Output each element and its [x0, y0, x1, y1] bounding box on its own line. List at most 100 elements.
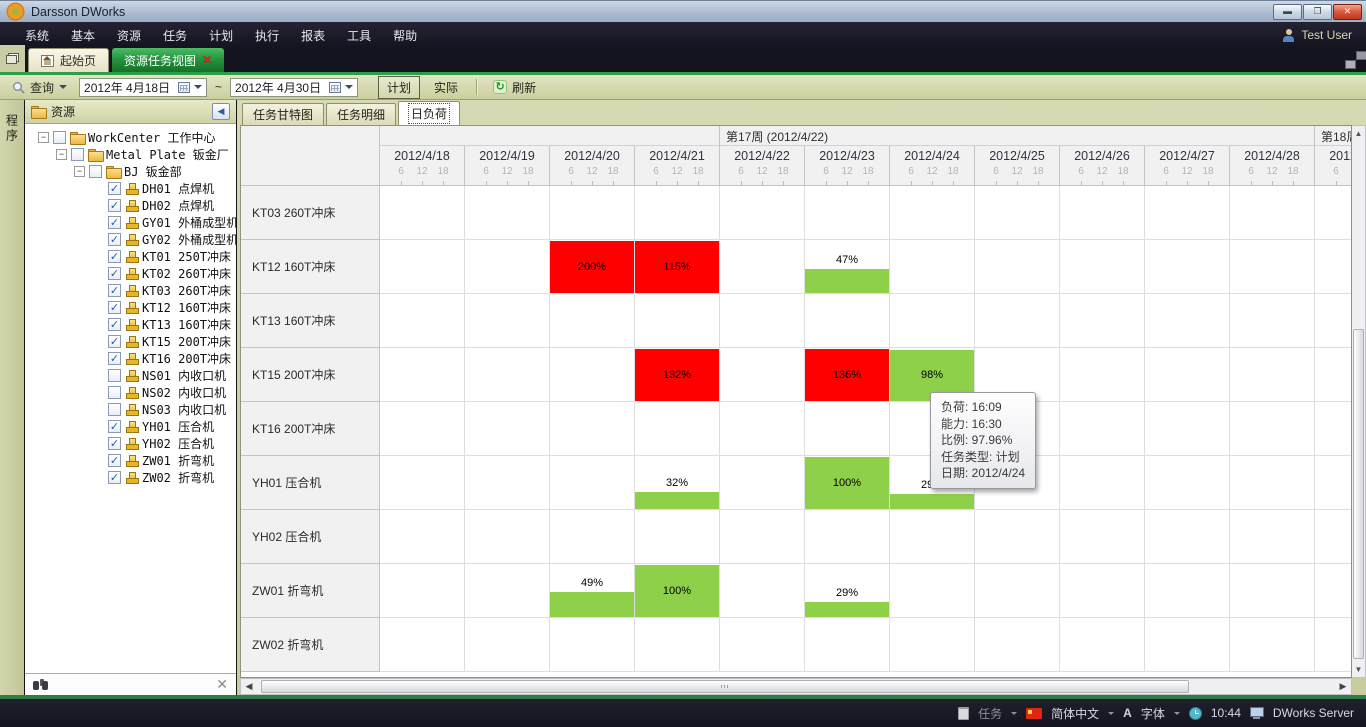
load-cell[interactable]: 47% — [805, 240, 889, 294]
machine-row[interactable]: ZW02 折弯机 — [241, 618, 1351, 672]
vertical-scrollbar[interactable]: ▲ ▼ — [1352, 125, 1366, 678]
tree-item[interactable]: ✓ DH01 点焊机 — [25, 180, 236, 197]
tree-checkbox[interactable]: ✓ — [108, 437, 121, 450]
status-language[interactable]: 简体中文 — [1051, 706, 1100, 721]
menu-item-工具[interactable]: 工具 — [347, 28, 372, 43]
tab-daily-load[interactable]: 日负荷 — [398, 101, 461, 125]
tree-item[interactable]: ✓ KT16 200T冲床 — [25, 350, 236, 367]
machine-row[interactable]: KT16 200T冲床 — [241, 402, 1351, 456]
status-task-label[interactable]: 任务 — [978, 706, 1003, 721]
tree-item[interactable]: ✓ KT01 250T冲床 — [25, 248, 236, 265]
tree-checkbox[interactable]: ✓ — [108, 216, 121, 229]
tree-checkbox[interactable]: ✓ — [108, 420, 121, 433]
tree-checkbox[interactable]: ✓ — [108, 318, 121, 331]
panel-collapse-button[interactable]: ◀ — [212, 103, 230, 120]
tree-item[interactable]: − WorkCenter 工作中心 — [25, 129, 236, 146]
menu-item-任务[interactable]: 任务 — [163, 28, 188, 43]
load-cell[interactable]: 132% — [635, 348, 719, 402]
tree-checkbox[interactable] — [108, 369, 121, 382]
panel-close-icon[interactable]: ✕ — [216, 676, 228, 692]
tree-checkbox[interactable]: ✓ — [108, 233, 121, 246]
tree-expand-toggle[interactable]: − — [74, 166, 85, 177]
menu-item-计划[interactable]: 计划 — [209, 28, 234, 43]
tree-checkbox[interactable]: ✓ — [108, 301, 121, 314]
tree-item[interactable]: ✓ GY02 外桶成型机 — [25, 231, 236, 248]
user-area[interactable]: Test User — [1282, 28, 1352, 42]
load-cell[interactable]: 200% — [550, 240, 634, 294]
menu-item-执行[interactable]: 执行 — [255, 28, 280, 43]
language-caret-icon[interactable] — [1108, 711, 1115, 715]
menu-item-系统[interactable]: 系统 — [25, 28, 50, 43]
menu-item-资源[interactable]: 资源 — [117, 28, 142, 43]
tree-item[interactable]: − BJ 钣金部 — [25, 163, 236, 180]
tree-expand-toggle[interactable]: − — [56, 149, 67, 160]
tree-item[interactable]: ✓ KT02 260T冲床 — [25, 265, 236, 282]
restore-button[interactable]: ❐ — [1303, 3, 1332, 20]
tree-checkbox[interactable]: ✓ — [108, 471, 121, 484]
font-caret-icon[interactable] — [1173, 711, 1180, 715]
tree-checkbox[interactable]: ✓ — [108, 267, 121, 280]
tree-checkbox[interactable]: ✓ — [108, 250, 121, 263]
tree-checkbox[interactable]: ✓ — [108, 199, 121, 212]
load-cell[interactable]: 29% — [805, 564, 889, 618]
tree-item[interactable]: − Metal Plate 钣金厂 — [25, 146, 236, 163]
tree-item[interactable]: NS03 内收口机 — [25, 401, 236, 418]
plan-toggle-button[interactable]: 计划 — [378, 75, 421, 99]
tree-item[interactable]: ✓ DH02 点焊机 — [25, 197, 236, 214]
tree-checkbox[interactable] — [89, 165, 102, 178]
tab-close-icon[interactable]: ✕ — [202, 53, 213, 67]
load-cell[interactable]: 32% — [635, 456, 719, 510]
horizontal-scroll-thumb[interactable] — [261, 680, 1189, 693]
tree-item[interactable]: ✓ ZW02 折弯机 — [25, 469, 236, 486]
machine-row[interactable]: KT12 160T冲床 200% 115% 47% — [241, 240, 1351, 294]
tree-item[interactable]: ✓ YH02 压合机 — [25, 435, 236, 452]
machine-row[interactable]: YH02 压合机 — [241, 510, 1351, 564]
load-cell[interactable]: 100% — [805, 456, 889, 510]
tree-checkbox[interactable]: ✓ — [108, 284, 121, 297]
refresh-button[interactable]: ↻ 刷新 — [487, 77, 542, 98]
date-from-field[interactable]: 2012年 4月18日 — [79, 77, 208, 97]
tree-checkbox[interactable]: ✓ — [108, 454, 121, 467]
machine-row[interactable]: ZW01 折弯机 49% 100% 29% — [241, 564, 1351, 618]
date-from-caret-icon[interactable] — [194, 85, 203, 89]
tab-start-page[interactable]: 起始页 — [28, 48, 110, 72]
query-button[interactable]: 查询 — [6, 77, 73, 98]
status-font-label[interactable]: 字体 — [1140, 706, 1165, 721]
tree-checkbox[interactable]: ✓ — [108, 335, 121, 348]
load-cell[interactable]: 136% — [805, 348, 889, 402]
vertical-scroll-thumb[interactable] — [1353, 329, 1364, 659]
tree-checkbox[interactable]: ✓ — [108, 182, 121, 195]
date-to-caret-icon[interactable] — [345, 85, 354, 89]
tree-checkbox[interactable] — [108, 386, 121, 399]
tree-item[interactable]: ✓ ZW01 折弯机 — [25, 452, 236, 469]
tree-item[interactable]: ✓ KT15 200T冲床 — [25, 333, 236, 350]
tree-expand-toggle[interactable]: − — [38, 132, 49, 143]
load-cell[interactable]: 49% — [550, 564, 634, 618]
tree-item[interactable]: ✓ KT12 160T冲床 — [25, 299, 236, 316]
menu-item-基本[interactable]: 基本 — [71, 28, 96, 43]
load-cell[interactable]: 115% — [635, 240, 719, 294]
horizontal-scrollbar[interactable]: ◀ ▶ — [240, 678, 1352, 695]
menu-item-报表[interactable]: 报表 — [301, 28, 326, 43]
scroll-right-icon[interactable]: ▶ — [1339, 681, 1347, 691]
task-caret-icon[interactable] — [1011, 711, 1018, 715]
machine-row[interactable]: KT15 200T冲床 132% 136% 98% — [241, 348, 1351, 402]
tree-item[interactable]: ✓ GY01 外桶成型机 — [25, 214, 236, 231]
tab-task-detail[interactable]: 任务明细 — [326, 103, 397, 125]
scroll-left-icon[interactable]: ◀ — [245, 681, 253, 691]
tree-item[interactable]: ✓ YH01 压合机 — [25, 418, 236, 435]
machine-row[interactable]: KT03 260T冲床 — [241, 186, 1351, 240]
find-binoculars-icon[interactable] — [33, 679, 48, 690]
tab-task-gantt[interactable]: 任务甘特图 — [242, 103, 325, 125]
tree-item[interactable]: NS02 内收口机 — [25, 384, 236, 401]
tree-item[interactable]: ✓ KT13 160T冲床 — [25, 316, 236, 333]
close-button[interactable]: ✕ — [1333, 3, 1362, 20]
collapsed-program-panel[interactable]: 程序 — [0, 100, 25, 695]
tree-item[interactable]: NS01 内收口机 — [25, 367, 236, 384]
load-cell[interactable]: 100% — [635, 564, 719, 618]
date-to-field[interactable]: 2012年 4月30日 — [230, 77, 359, 97]
tab-resource-task-view[interactable]: 资源任务视图 ✕ — [112, 48, 225, 72]
minimize-button[interactable]: ▬ — [1273, 3, 1302, 20]
scroll-down-icon[interactable]: ▼ — [1354, 665, 1363, 674]
